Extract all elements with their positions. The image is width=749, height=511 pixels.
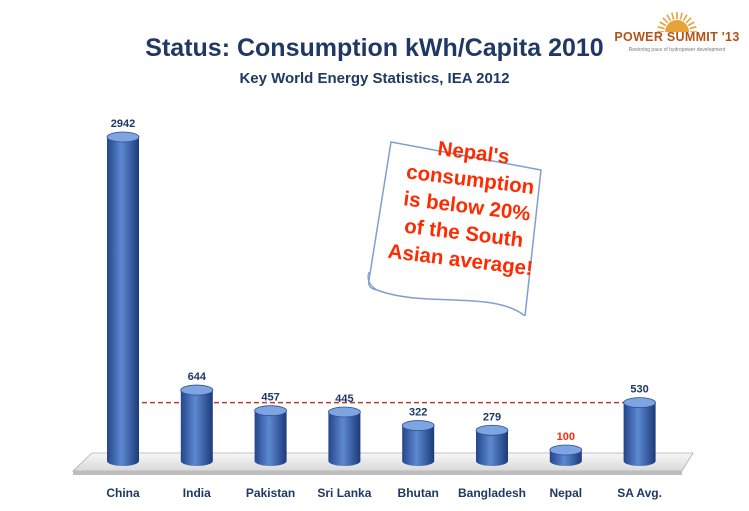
value-label: 2942: [111, 118, 135, 130]
bar-nepal: [549, 444, 583, 467]
sun-icon: [657, 12, 697, 32]
value-label: 100: [557, 431, 575, 443]
power-summit-logo: POWER SUMMIT '13 Restoring pace of hydro…: [614, 8, 740, 64]
category-label: Pakistan: [246, 486, 295, 500]
category-label: Bangladesh: [458, 486, 526, 500]
value-label: 445: [335, 393, 353, 405]
value-label: 530: [630, 384, 648, 396]
bar-sa-avg: [623, 397, 656, 467]
value-label: 322: [409, 407, 427, 419]
chart-floor: [71, 452, 694, 475]
note-text: Nepal's consumption is below 20% of the …: [384, 130, 549, 282]
category-label: Sri Lanka: [317, 486, 371, 500]
bar-bangladesh: [475, 424, 509, 466]
bar-china: [106, 131, 140, 466]
bar-india: [180, 384, 214, 467]
bar-pakistan: [254, 405, 288, 467]
category-label: Nepal: [549, 486, 582, 500]
category-label: China: [106, 486, 140, 500]
bar-sri-lanka: [327, 406, 361, 467]
value-label: 279: [483, 411, 501, 423]
note-callout: [367, 141, 542, 316]
category-label: India: [183, 486, 211, 500]
value-label: 644: [188, 371, 207, 383]
bar-bhutan: [401, 420, 435, 467]
category-label: Bhutan: [398, 486, 439, 500]
logo-text: POWER SUMMIT '13: [614, 30, 740, 44]
chart-subtitle: Key World Energy Statistics, IEA 2012: [239, 70, 510, 87]
chart-title: Status: Consumption kWh/Capita 2010: [145, 34, 604, 62]
value-label: 457: [261, 392, 279, 404]
category-label: SA Avg.: [617, 486, 662, 500]
logo-tagline: Restoring pace of hydropower development: [628, 47, 726, 53]
